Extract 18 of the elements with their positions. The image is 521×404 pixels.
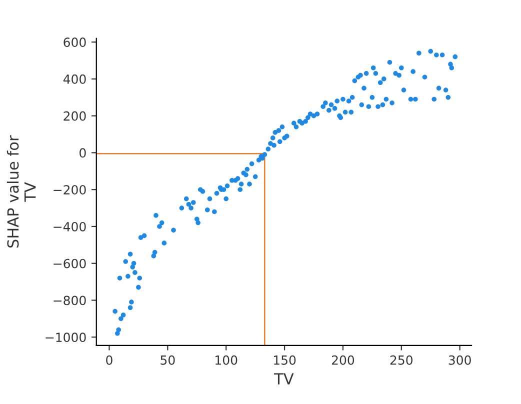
x-tick-label: 300 [448, 355, 471, 365]
y-tick-label: −1000 [46, 332, 86, 342]
x-tick-label: 0 [106, 355, 112, 365]
y-tick-label: −400 [54, 222, 86, 232]
y-tick-label: 600 [64, 38, 86, 47]
x-tick-label: 200 [332, 355, 354, 365]
y-tick-label: −200 [54, 185, 86, 195]
x-axis-title: TV [274, 373, 294, 384]
x-tick-label: 150 [274, 355, 296, 365]
x-tick-label: 250 [390, 355, 412, 365]
y-tick-label: −600 [54, 258, 86, 268]
y-tick-label: 400 [63, 74, 86, 84]
y-tick-label: 200 [64, 111, 86, 121]
y-tick-label: 0 [80, 148, 86, 158]
x-tick-label: 100 [216, 355, 238, 365]
y-tick-label: −800 [54, 296, 86, 306]
x-tick-label: 50 [160, 355, 175, 365]
y-axis-title: SHAP value for TV [6, 135, 36, 248]
